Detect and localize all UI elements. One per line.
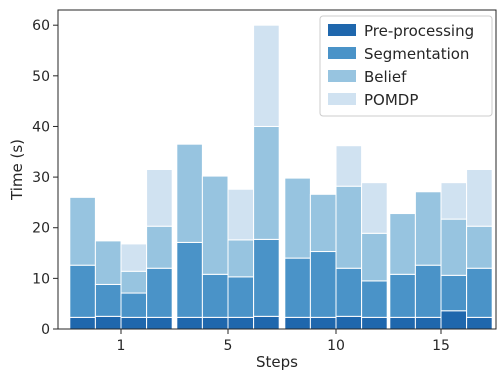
y-tick-label-60: 60	[32, 18, 50, 34]
legend-label-segmentation: Segmentation	[364, 45, 469, 63]
legend-box	[319, 15, 493, 117]
bar-segment-10-3-pre-processing	[335, 315, 363, 330]
y-tick-label-30: 30	[32, 170, 50, 186]
bar-segment-5-2-belief	[201, 175, 229, 275]
bar-segment-10-1-pre-processing	[284, 316, 311, 330]
bar-segment-1-4-pre-processing	[146, 316, 173, 330]
x-axis: 1 5 10 15	[117, 329, 450, 354]
bar-segment-15-2-belief	[414, 191, 442, 266]
bar-segment-10-2-belief	[309, 193, 337, 253]
bar-segment-1-4-belief	[146, 225, 173, 269]
bar-segment-5-3-pre-processing	[227, 316, 255, 330]
legend-swatch-segmentation	[328, 47, 356, 59]
bar-segment-1-2-segmentation	[94, 283, 122, 317]
x-axis-label: Steps	[256, 353, 298, 370]
x-tick-label-15: 15	[432, 338, 450, 354]
legend-swatch-pre-processing	[328, 24, 356, 36]
bar-segment-5-1-pre-processing	[176, 316, 203, 330]
bar-segment-15-1-belief	[389, 213, 416, 275]
bar-segment-10-1-segmentation	[284, 257, 311, 318]
bar-segment-15-4-pre-processing	[466, 316, 493, 330]
bar-segment-5-3-belief	[227, 239, 255, 278]
bar-segment-15-1-segmentation	[389, 273, 416, 318]
plot-frame	[57, 9, 497, 330]
bar-segment-10-4-belief	[361, 232, 388, 282]
bar-segment-10-4-pomdp	[361, 182, 388, 234]
bar-segment-5-4-belief	[253, 125, 280, 240]
bar-segment-10-3-belief	[335, 185, 363, 269]
bar-segment-15-1-pre-processing	[389, 316, 416, 330]
legend-label-pomdp: POMDP	[364, 91, 418, 109]
legend-label-pre-processing: Pre-processing	[364, 22, 474, 40]
bar-segment-5-2-segmentation	[201, 273, 229, 318]
legend-label-belief: Belief	[364, 68, 407, 86]
bar-segment-15-3-pomdp	[440, 182, 468, 220]
x-tick-label-1: 1	[117, 338, 126, 354]
bar-segment-15-2-segmentation	[414, 264, 442, 318]
bar-segment-1-3-pre-processing	[120, 316, 148, 330]
bar-segment-15-3-belief	[440, 218, 468, 276]
bar-segment-1-4-pomdp	[146, 169, 173, 227]
y-tick-label-20: 20	[32, 221, 50, 237]
bar-segment-5-4-segmentation	[253, 238, 280, 317]
bar-segment-5-1-segmentation	[176, 241, 203, 318]
bar-segment-15-4-segmentation	[466, 267, 493, 318]
bar-segment-1-3-segmentation	[120, 292, 148, 318]
bar-segment-5-3-pomdp	[227, 188, 255, 241]
bar-segment-15-4-belief	[466, 225, 493, 269]
bar-segment-15-3-pre-processing	[440, 310, 468, 330]
y-tick-label-10: 10	[32, 271, 50, 287]
bar-segment-5-2-pre-processing	[201, 316, 229, 330]
x-tick-label-10: 10	[327, 338, 345, 354]
bar-segment-10-3-segmentation	[335, 267, 363, 317]
y-axis-label: Time (s)	[8, 139, 26, 201]
bar-segment-1-1-pre-processing	[69, 316, 96, 330]
bar-segment-15-3-segmentation	[440, 274, 468, 312]
bar-segment-5-4-pre-processing	[253, 315, 280, 330]
bar-segment-5-4-pomdp	[253, 24, 280, 127]
y-axis: 0 10 20 30 40 50 60	[32, 18, 58, 338]
bar-segment-1-3-belief	[120, 270, 148, 294]
bar-segment-10-2-pre-processing	[309, 316, 337, 330]
bars-layer	[69, 24, 493, 330]
bar-segment-10-3-pomdp	[335, 145, 363, 187]
bar-segment-5-3-segmentation	[227, 276, 255, 318]
y-tick-label-50: 50	[32, 69, 50, 85]
bar-segment-10-2-segmentation	[309, 251, 337, 318]
bar-segment-1-1-belief	[69, 196, 96, 266]
bar-segment-1-4-segmentation	[146, 267, 173, 318]
bar-segment-10-4-segmentation	[361, 280, 388, 318]
bar-segment-10-1-belief	[284, 177, 311, 259]
bar-segment-1-2-pre-processing	[94, 315, 122, 330]
bar-segment-10-4-pre-processing	[361, 316, 388, 330]
bar-segment-15-4-pomdp	[466, 169, 493, 227]
y-tick-label-40: 40	[32, 119, 50, 135]
legend: Pre-processing Segmentation Belief POMDP	[319, 15, 493, 117]
legend-swatch-pomdp	[328, 93, 356, 105]
y-tick-label-0: 0	[41, 322, 50, 338]
bar-segment-1-1-segmentation	[69, 264, 96, 318]
x-tick-label-5: 5	[224, 338, 233, 354]
bar-segment-1-2-belief	[94, 240, 122, 285]
bar-segment-15-2-pre-processing	[414, 316, 442, 330]
bar-segment-5-1-belief	[176, 143, 203, 243]
legend-swatch-belief	[328, 70, 356, 82]
bar-segment-1-3-pomdp	[120, 243, 148, 272]
